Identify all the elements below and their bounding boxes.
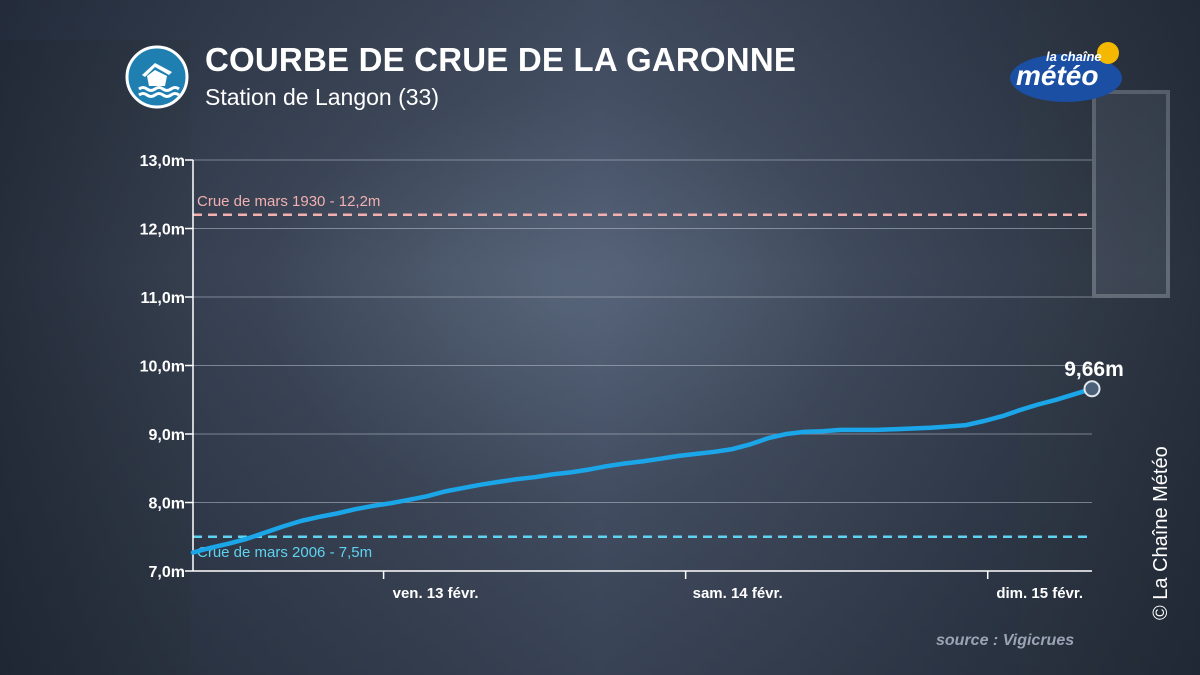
logo-text-small: la chaîne	[1046, 49, 1102, 64]
y-tick-label: 10,0m	[140, 359, 185, 376]
annotation-layer: 9,66m	[1064, 358, 1124, 398]
flood-house-icon	[125, 45, 189, 109]
x-tick-label: dim. 15 févr.	[996, 585, 1083, 602]
series-layer	[190, 386, 1095, 555]
y-tick-label: 12,0m	[140, 222, 185, 239]
la-chaine-meteo-logo	[1010, 42, 1122, 102]
y-tick-label: 7,0m	[149, 564, 185, 581]
last-value-point	[1083, 380, 1101, 398]
reference-line-label: Crue de mars 2006 - 7,5m	[197, 544, 372, 561]
copyright-vertical: © La Chaîne Météo	[1150, 446, 1190, 660]
y-tick-label: 13,0m	[140, 153, 185, 170]
grid-layer	[193, 159, 1092, 503]
y-tick-label: 8,0m	[149, 496, 185, 513]
last-value-label: 9,66m	[1064, 358, 1124, 381]
reference-lines-layer: Crue de mars 1930 - 12,2m Crue de mars 20…	[193, 193, 1092, 561]
y-tick-label: 11,0m	[141, 290, 185, 307]
source-credit: source : Vigicrues	[936, 632, 1075, 649]
x-tick-label: sam. 14 févr.	[693, 585, 783, 602]
reference-line-label: Crue de mars 1930 - 12,2m	[197, 193, 380, 210]
axis-layer: 7,0m 8,0m 9,0m 10,0m 11,0m 12,0m 13,0m ven. 13 …	[140, 153, 1092, 602]
chart-subtitle: Station de Langon (33)	[205, 84, 440, 110]
logo-text-big: météo	[1016, 60, 1099, 91]
chart-title: COURBE DE CRUE DE LA GARONNE	[205, 41, 797, 78]
y-tick-label: 9,0m	[149, 427, 185, 444]
x-tick-label: ven. 13 févr.	[393, 585, 479, 602]
background-window	[1092, 90, 1170, 298]
background-building-right	[1020, 0, 1200, 675]
copyright-text: © La Chaîne Météo	[1150, 446, 1172, 620]
flood-level-line	[190, 386, 1095, 555]
background-building-left	[0, 40, 190, 675]
